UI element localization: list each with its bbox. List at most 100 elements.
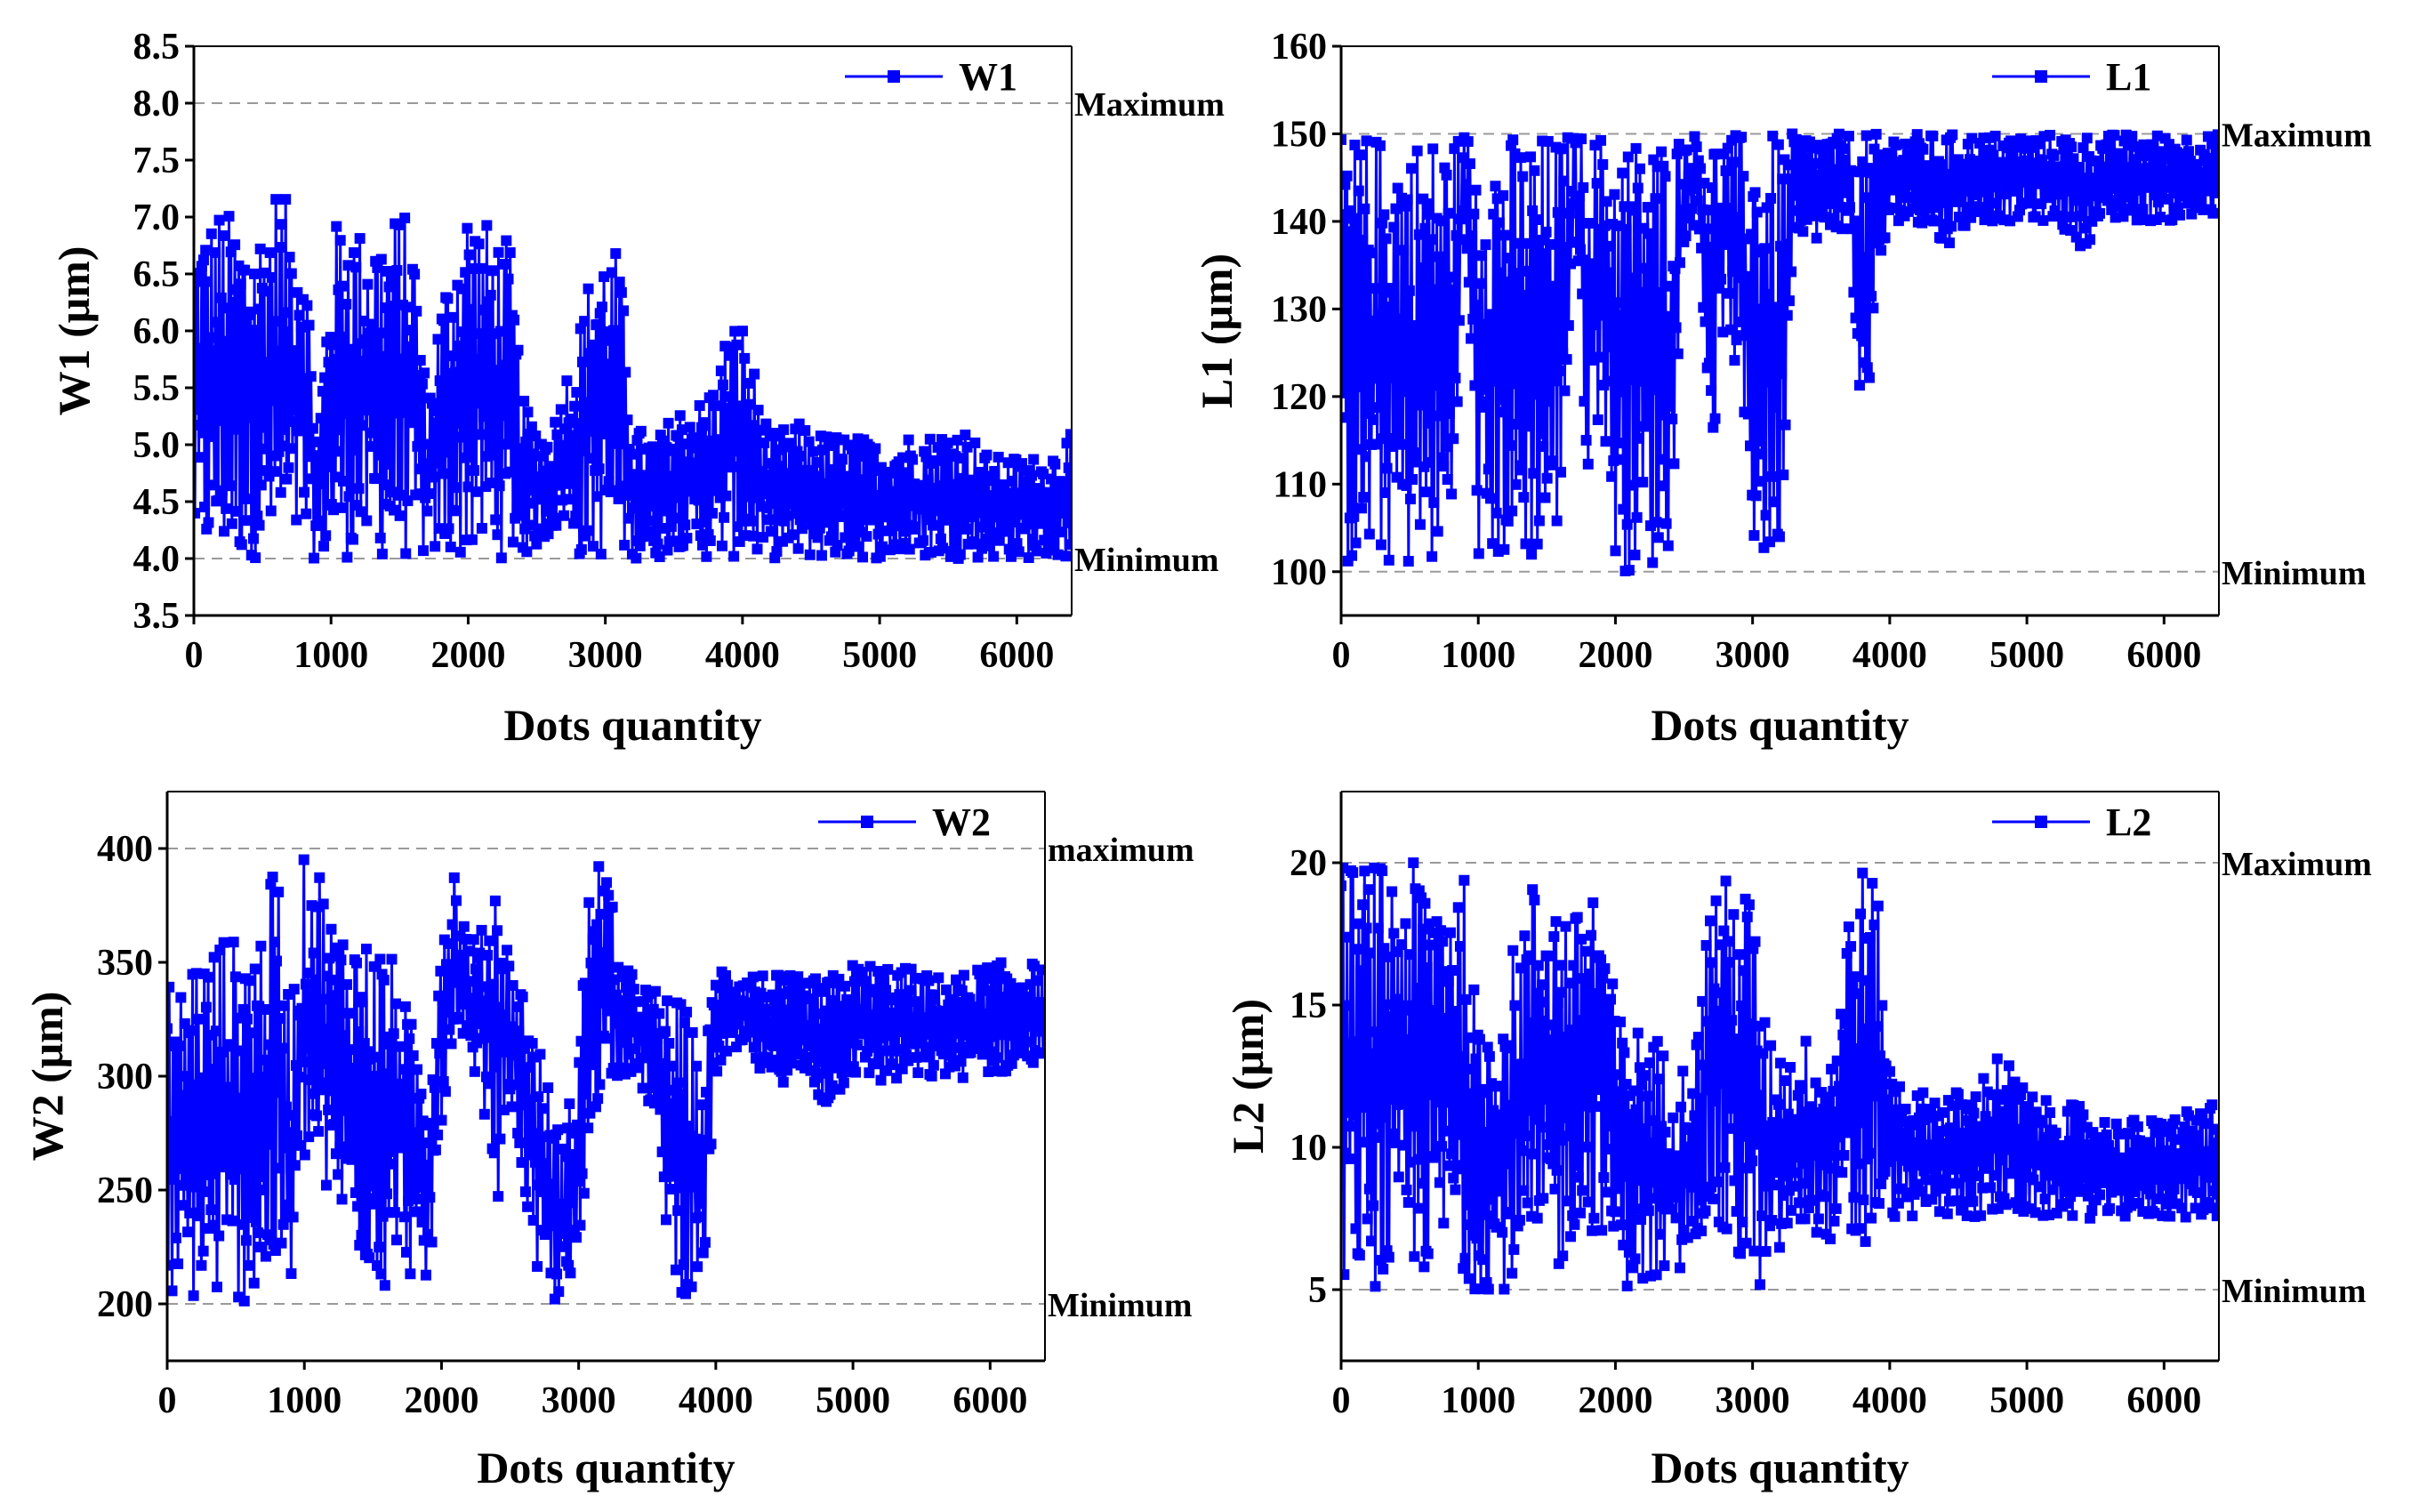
data-marker [591,919,603,930]
data-marker [400,1246,412,1258]
data-marker [264,247,276,259]
data-marker [473,238,485,250]
data-marker [923,975,935,986]
data-marker [1386,886,1398,897]
data-marker [490,514,502,526]
data-marker [1626,374,1637,386]
data-marker [2180,1211,2191,1223]
data-marker [2045,129,2056,141]
data-marker [2067,1210,2078,1221]
data-marker [284,252,295,263]
data-marker [422,505,433,517]
data-marker [173,1040,185,1051]
data-marker [653,1087,664,1098]
data-marker [1599,963,1611,975]
data-marker [1706,385,1717,397]
data-marker [1590,319,1602,331]
data-marker [599,1033,611,1044]
data-marker [1736,1000,1748,1011]
data-marker [374,953,386,965]
data-marker [1851,1043,1862,1055]
data-marker [1655,454,1667,465]
data-marker [1524,151,1536,163]
data-marker [334,235,346,246]
data-marker [289,1160,301,1171]
data-marker [719,969,731,981]
data-marker [2158,193,2170,205]
data-marker [1938,1174,1949,1186]
data-marker [339,331,350,342]
data-marker [1390,203,1402,214]
data-marker [1845,941,1857,953]
data-marker [551,1268,563,1280]
data-marker [1849,971,1860,983]
data-marker [1037,1047,1045,1058]
y-tick-label: 4.5 [133,482,181,523]
data-marker [802,506,814,518]
data-marker [1381,462,1393,474]
data-marker [1670,322,1682,334]
data-marker [924,433,936,445]
reference-label: Minimum [1048,1287,1193,1324]
data-marker [399,213,411,224]
data-marker [957,1072,968,1083]
data-marker [1354,382,1365,393]
data-marker [1531,538,1543,550]
data-marker [1489,375,1500,387]
data-marker [485,289,496,301]
data-marker [1341,209,1349,221]
data-marker [1587,1225,1598,1236]
data-marker [517,991,528,1002]
data-marker [819,478,831,489]
y-tick-label: 350 [97,943,153,984]
data-marker [613,961,624,973]
data-marker [1855,166,1867,178]
data-marker [646,501,657,512]
legend: W2 [811,795,1025,845]
data-marker [1925,1162,1936,1174]
data-marker [701,551,712,562]
data-marker [888,1007,899,1018]
data-marker [1421,961,1433,973]
data-marker [2126,131,2138,142]
data-marker [316,479,327,490]
data-marker [1690,183,1701,195]
data-marker [205,430,216,442]
data-marker [694,399,705,411]
data-marker [2033,1160,2045,1171]
data-marker [1440,1125,1451,1137]
data-marker [617,1037,629,1049]
data-marker [1745,440,1756,452]
data-marker [398,1211,410,1223]
data-marker [213,1230,225,1242]
data-marker [2013,1123,2024,1135]
data-marker [1858,335,1869,347]
data-marker [674,410,686,422]
data-marker [1354,149,1366,161]
legend-label: W2 [932,800,991,844]
data-marker [498,410,510,422]
data-marker [422,438,434,450]
data-marker [2165,1210,2176,1222]
data-marker [679,519,691,531]
data-marker [670,512,681,524]
data-marker [1013,546,1025,558]
data-marker [576,1168,588,1179]
data-marker [1386,286,1398,298]
data-marker [1828,1215,1840,1226]
data-marker [665,1098,677,1109]
data-marker [307,422,318,434]
data-marker [1530,389,1541,400]
data-marker [395,353,406,365]
data-marker [1522,1197,1533,1209]
data-marker [2059,1175,2070,1186]
data-marker [663,1038,675,1050]
y-tick-label: 130 [1271,289,1327,330]
data-marker [1752,476,1764,487]
data-marker [515,497,526,509]
data-marker [314,519,325,531]
data-marker [1470,184,1482,196]
data-marker [215,292,227,303]
data-marker [199,1186,211,1197]
